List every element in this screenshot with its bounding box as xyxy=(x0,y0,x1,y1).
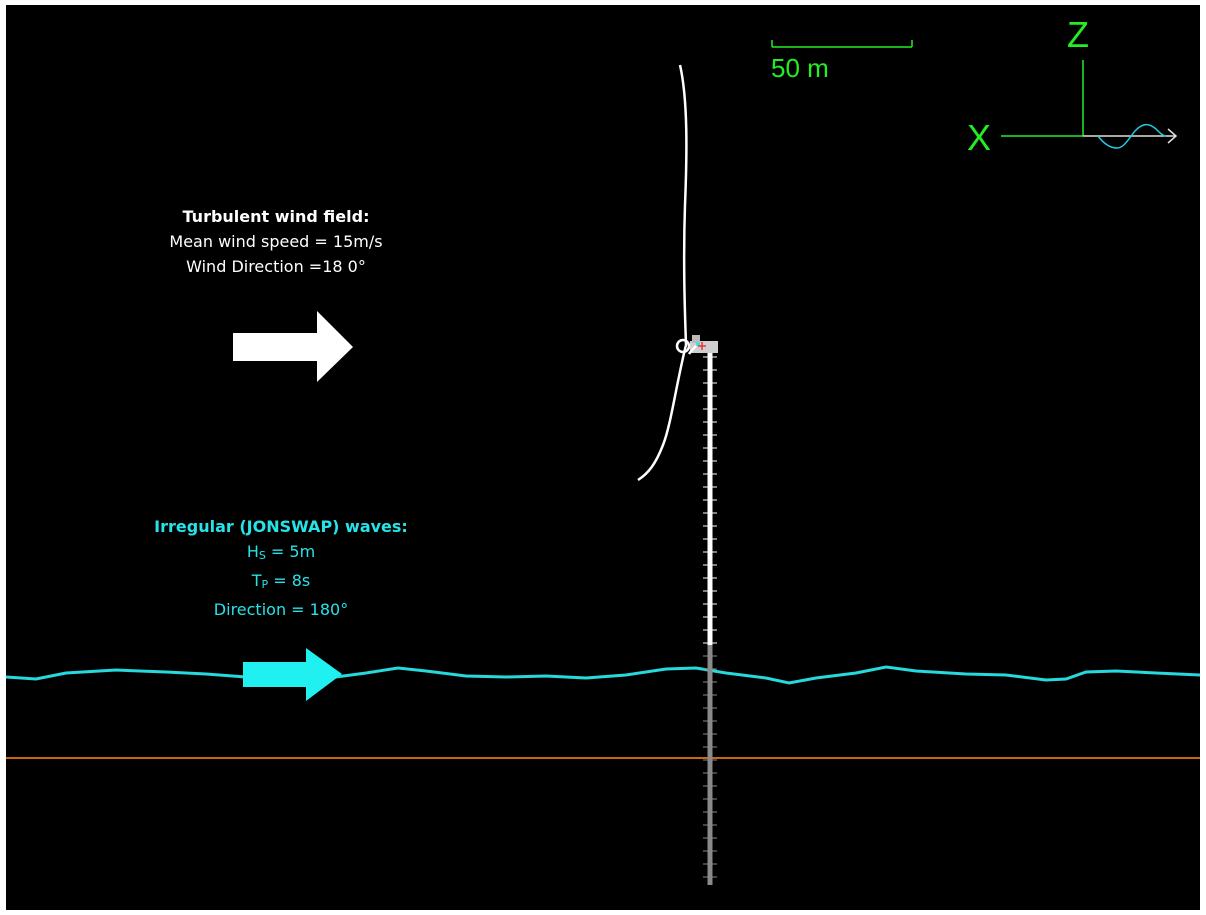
wave-title: Irregular (JONSWAP) waves: xyxy=(154,517,408,536)
wave-axis-arrowhead xyxy=(1167,128,1178,144)
wind-direction-arrow xyxy=(233,311,353,382)
wind-title: Turbulent wind field: xyxy=(182,207,370,226)
tp-subscript: P xyxy=(261,578,269,591)
wave-direction-text: Direction = 180° xyxy=(213,600,349,619)
tp-symbol: T xyxy=(251,571,262,590)
turbine-hub-marker xyxy=(696,342,700,346)
wave-height-text: HS = 5m xyxy=(116,539,446,568)
scale-bar xyxy=(771,40,913,48)
wave-direction-arrow xyxy=(243,648,342,701)
axes-gizmo xyxy=(1001,60,1178,149)
scene-canvas xyxy=(6,40,1200,885)
scale-bar-label: 50 m xyxy=(771,53,829,83)
x-axis-label: X xyxy=(967,117,992,158)
wave-icon xyxy=(1097,123,1167,149)
sea-surface-line xyxy=(6,665,1200,685)
wind-direction-text: Wind Direction =18 0° xyxy=(186,257,366,276)
wind-speed-text: Mean wind speed = 15m/s xyxy=(169,232,383,251)
tp-value: = 8s xyxy=(268,571,311,590)
turbine-hub xyxy=(675,338,691,354)
wave-period-text: TP = 8s xyxy=(116,568,446,597)
z-axis-label: Z xyxy=(1067,14,1089,55)
turbine-blade-root xyxy=(687,345,697,355)
wind-info: Turbulent wind field: Mean wind speed = … xyxy=(146,204,406,279)
tower-segment-ticks xyxy=(703,356,717,878)
turbine-blade xyxy=(637,64,688,482)
hs-symbol: H xyxy=(246,542,259,561)
simulation-viewport: Turbulent wind field: Mean wind speed = … xyxy=(6,5,1200,910)
hs-value: = 5m xyxy=(265,542,316,561)
hs-subscript: S xyxy=(258,549,266,562)
wave-info: Irregular (JONSWAP) waves: HS = 5m TP = … xyxy=(116,514,446,622)
turbine-hub-block xyxy=(692,335,700,343)
